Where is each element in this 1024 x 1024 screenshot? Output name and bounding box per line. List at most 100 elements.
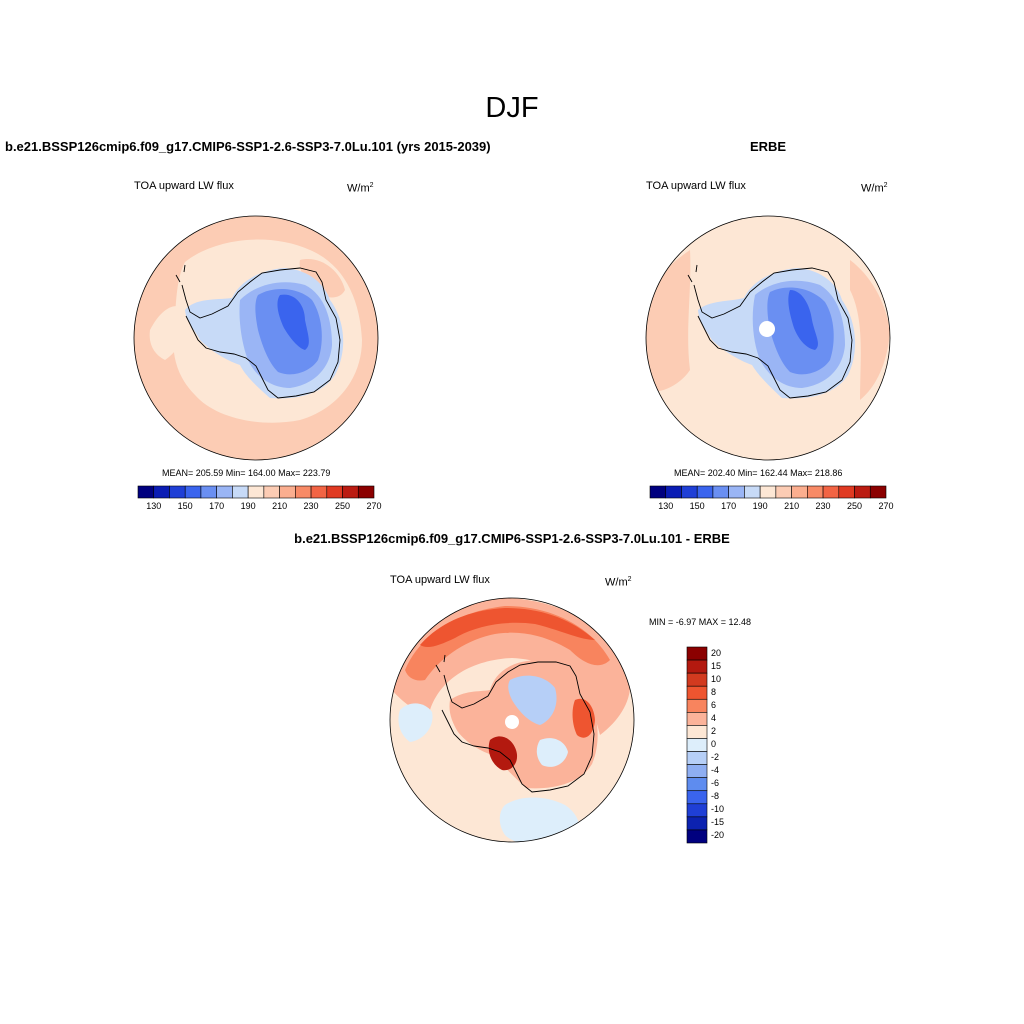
ocean-warm-west [646,250,691,392]
colorbar-tick-label: 8 [711,686,717,697]
colorbar-obs [649,485,887,499]
ocean-warm-east [850,260,890,400]
variable-label-diff: TOA upward LW flux [390,574,490,586]
unit-label-diff: W/m2 [605,576,632,589]
colorbar-swatch [686,816,708,831]
colorbar-tick-label: 4 [711,712,717,723]
colorbar-tick-label: 150 [689,501,705,511]
colorbar-swatch [686,685,708,700]
colorbar-tick-label: -6 [711,778,720,789]
polar-map-model [133,215,379,461]
colorbar-tick-label: -2 [711,752,720,763]
colorbar-swatch [686,738,708,752]
ocean-warm-patch [299,259,345,298]
pole-hole [505,715,519,729]
colorbar-swatch [279,485,296,499]
colorbar-swatch [696,485,714,499]
colorbar-swatch [686,672,708,687]
colorbar-swatch [686,725,708,739]
stats-model: MEAN= 205.59 Min= 164.00 Max= 223.79 [162,468,331,478]
colorbar-swatch [681,485,698,499]
colorbar-tick-label: 170 [721,501,737,511]
colorbar-swatch [686,712,708,726]
diff-neg-west [398,703,433,742]
colorbar-tick-label: 190 [240,501,256,511]
colorbar-tick-label: 210 [272,501,288,511]
colorbar-tick-label: -8 [711,791,720,802]
colorbar-swatch [169,485,186,499]
figure-title: DJF [485,92,539,124]
map-boundary [133,215,379,461]
colorbar-swatch [791,485,808,499]
colorbar-swatch [686,790,708,805]
colorbar-tick-label: -10 [711,804,725,815]
colorbar-tick-label: 150 [177,501,193,511]
unit-label-model: W/m2 [347,182,374,195]
colorbar-swatch [184,485,202,499]
coastline [435,654,595,793]
colorbar-swatch [775,485,792,499]
colorbar-tick-label: 170 [209,501,225,511]
colorbar-tick-label: 0 [711,739,717,749]
colorbar-swatch [649,485,667,499]
colorbar-tick-label: 2 [711,725,717,736]
colorbar-swatch [247,485,265,499]
unit-label-obs: W/m2 [861,182,888,195]
colorbar-tick-label: 6 [711,699,717,710]
diff-neg-interior [508,675,557,725]
variable-label-model: TOA upward LW flux [134,180,234,192]
stats-obs: MEAN= 202.40 Min= 162.44 Max= 218.86 [674,468,843,478]
colorbar-swatch [686,659,708,674]
map-boundary [645,215,891,461]
colorbar-swatch [326,485,343,499]
panel-title-model: b.e21.BSSP126cmip6.f09_g17.CMIP6-SSP1-2.… [5,139,491,154]
map-boundary [389,597,635,843]
colorbar-swatch [712,485,729,499]
colorbar-swatch [838,485,855,499]
colorbar-swatch [200,485,217,499]
colorbar-swatch [759,485,777,499]
colorbar-tick-label: -15 [711,817,725,828]
colorbar-swatch [137,485,155,499]
colorbar-swatch [342,485,359,499]
colorbar-swatch [263,485,280,499]
colorbar-swatch [686,803,708,818]
panel-title-obs: ERBE [749,139,787,154]
colorbar-swatch [728,485,745,499]
colorbar-tick-label: -4 [711,765,720,776]
colorbar-swatch [686,751,708,765]
colorbar-tick-label: 20 [711,647,722,658]
colorbar-swatch [822,485,840,499]
polar-map-diff [389,597,635,843]
coastline [175,264,341,399]
colorbar-swatch [686,777,708,792]
diff-neg-interior-2 [536,738,568,767]
colorbar-swatch [216,485,233,499]
colorbar-swatch [686,764,708,778]
panel-title-diff: b.e21.BSSP126cmip6.f09_g17.CMIP6-SSP1-2.… [294,531,730,546]
colorbar-tick-label: 190 [752,501,768,511]
polar-map-obs [645,215,891,461]
colorbar-tick-label: 270 [366,501,382,511]
colorbar-tick-label: 230 [815,501,831,511]
coastline [687,264,853,399]
stats-diff: MIN = -6.97 MAX = 12.48 [649,617,752,627]
colorbar-tick-label: 130 [146,501,162,511]
colorbar-tick-label: -20 [711,830,725,841]
colorbar-tick-label: 230 [303,501,319,511]
colorbar-swatch [869,485,887,499]
colorbar-diff [686,646,708,844]
variable-label-obs: TOA upward LW flux [646,180,746,192]
diff-hotspot [488,736,518,771]
ice-core [277,294,309,350]
colorbar-tick-label: 10 [711,673,722,684]
colorbar-tick-label: 250 [847,501,863,511]
colorbar-swatch [854,485,871,499]
colorbar-swatch [807,485,824,499]
ice-core [788,290,819,350]
colorbar-tick-label: 250 [335,501,351,511]
colorbar-tick-label: 15 [711,660,722,671]
colorbar-swatch [744,485,761,499]
colorbar-swatch [153,485,170,499]
